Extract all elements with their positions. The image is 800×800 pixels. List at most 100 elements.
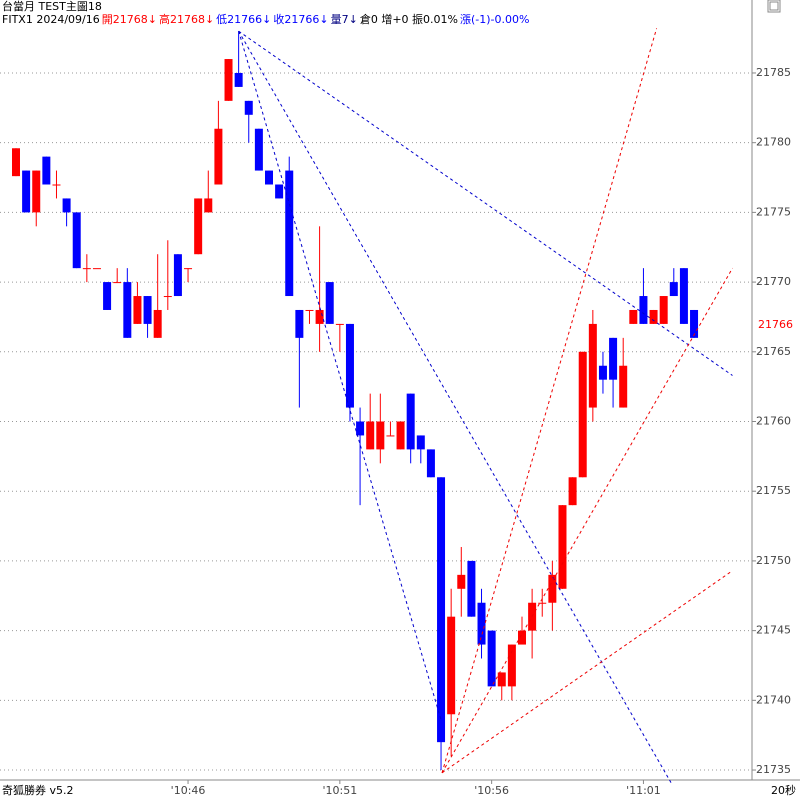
candle-body <box>558 505 567 589</box>
candle-body <box>578 351 587 478</box>
x-tick-label: '10:51 <box>322 784 357 797</box>
candle-body <box>629 309 638 324</box>
candle-body <box>639 296 648 324</box>
y-tick-label: 21780 <box>756 136 791 149</box>
candle-body <box>507 644 516 687</box>
candle-body <box>598 365 607 380</box>
candle-body <box>386 435 395 437</box>
candle-body <box>356 421 365 436</box>
candle-body <box>568 477 577 506</box>
info-item: 低21766↓ <box>216 13 272 26</box>
candle-body <box>173 254 182 297</box>
candle-body <box>396 421 405 450</box>
trend-line <box>238 31 442 720</box>
candle-body <box>204 198 213 213</box>
candle-body <box>315 309 324 324</box>
candle-body <box>143 296 152 324</box>
y-tick-label: 21765 <box>756 345 791 358</box>
candle-body <box>325 282 334 324</box>
y-tick-label: 21775 <box>756 205 791 218</box>
candle-body <box>295 309 304 338</box>
candle-body <box>335 323 344 325</box>
candle-body <box>285 170 294 297</box>
candle-body <box>103 282 112 310</box>
candle-body <box>649 309 658 324</box>
candle-body <box>548 574 557 603</box>
candle-body <box>679 268 688 324</box>
candle-body <box>497 672 506 687</box>
candle-body <box>153 309 162 338</box>
trend-line <box>238 30 733 376</box>
candle-body <box>416 435 425 450</box>
y-tick-label: 21740 <box>756 693 791 706</box>
last-price: 21766 <box>758 318 793 331</box>
candle-body <box>305 309 314 311</box>
candle-body <box>113 282 122 284</box>
candle-body <box>22 170 31 213</box>
y-tick-label: 21785 <box>756 66 791 79</box>
candle-body <box>254 128 263 171</box>
info-item: FITX1 2024/09/16 <box>2 13 100 26</box>
candle-body <box>437 477 446 743</box>
trend-line <box>441 267 733 774</box>
interval: 20秒 <box>771 783 796 797</box>
header-title: 台當月 TEST主圖18 <box>2 0 102 13</box>
window-button-icon <box>769 1 779 11</box>
candle-body <box>426 449 435 478</box>
candle-body <box>406 393 415 450</box>
candle-body <box>447 616 456 715</box>
candle-body <box>366 421 375 450</box>
info-item: 倉0 增+0 振0.01% <box>359 13 458 26</box>
candle-body <box>467 560 476 617</box>
candle-body <box>538 602 547 604</box>
candle-body <box>275 184 284 199</box>
info-item: 收21766↓ <box>273 13 329 26</box>
y-tick-label: 21750 <box>756 554 791 567</box>
candle-body <box>669 282 678 297</box>
candle-body <box>133 296 142 324</box>
info-item: 高21768↓ <box>158 13 215 26</box>
candle-body <box>42 156 51 185</box>
y-tick-label: 21760 <box>756 415 791 428</box>
candle-body <box>477 602 486 645</box>
candle-body <box>588 323 597 408</box>
candle-body <box>12 148 20 177</box>
candle-body <box>224 59 233 101</box>
window-button[interactable] <box>767 0 781 13</box>
trend-line <box>238 30 673 785</box>
candle-body <box>659 296 668 324</box>
candle-body <box>62 198 71 213</box>
y-tick-label: 21745 <box>756 624 791 637</box>
brand: 奇狐勝券 v5.2 <box>2 783 74 797</box>
candle-body <box>234 72 243 87</box>
candle-body <box>163 296 172 298</box>
candle-body <box>376 421 385 450</box>
y-tick-label: 21770 <box>756 275 791 288</box>
candle-body <box>32 170 41 213</box>
x-tick-label: '11:01 <box>626 784 661 797</box>
candle-body <box>690 309 699 338</box>
candle-body <box>82 268 91 270</box>
info-item: 漲(-1)-0.00% <box>459 13 530 26</box>
candle-body <box>487 630 496 687</box>
candle-body <box>194 198 203 255</box>
candle-body <box>609 337 618 380</box>
candle-body <box>184 268 193 270</box>
x-tick-label: '10:56 <box>474 784 509 797</box>
header: 台當月 TEST主圖18 FITX1 2024/09/16 開21768↓ 高217… <box>2 0 531 26</box>
candle-body <box>457 574 466 589</box>
info-item: 開21768↓ <box>101 13 157 26</box>
candle-body <box>244 100 253 115</box>
candle-body <box>92 268 101 270</box>
candle-body <box>518 630 526 645</box>
y-tick-label: 21755 <box>756 484 791 497</box>
candle-body <box>619 365 628 408</box>
candle-body <box>345 323 354 408</box>
y-tick-label: 21735 <box>756 763 791 776</box>
candle-body <box>52 184 61 186</box>
candle-body <box>72 212 81 269</box>
candle-body <box>214 128 223 185</box>
trend-line <box>441 570 733 774</box>
